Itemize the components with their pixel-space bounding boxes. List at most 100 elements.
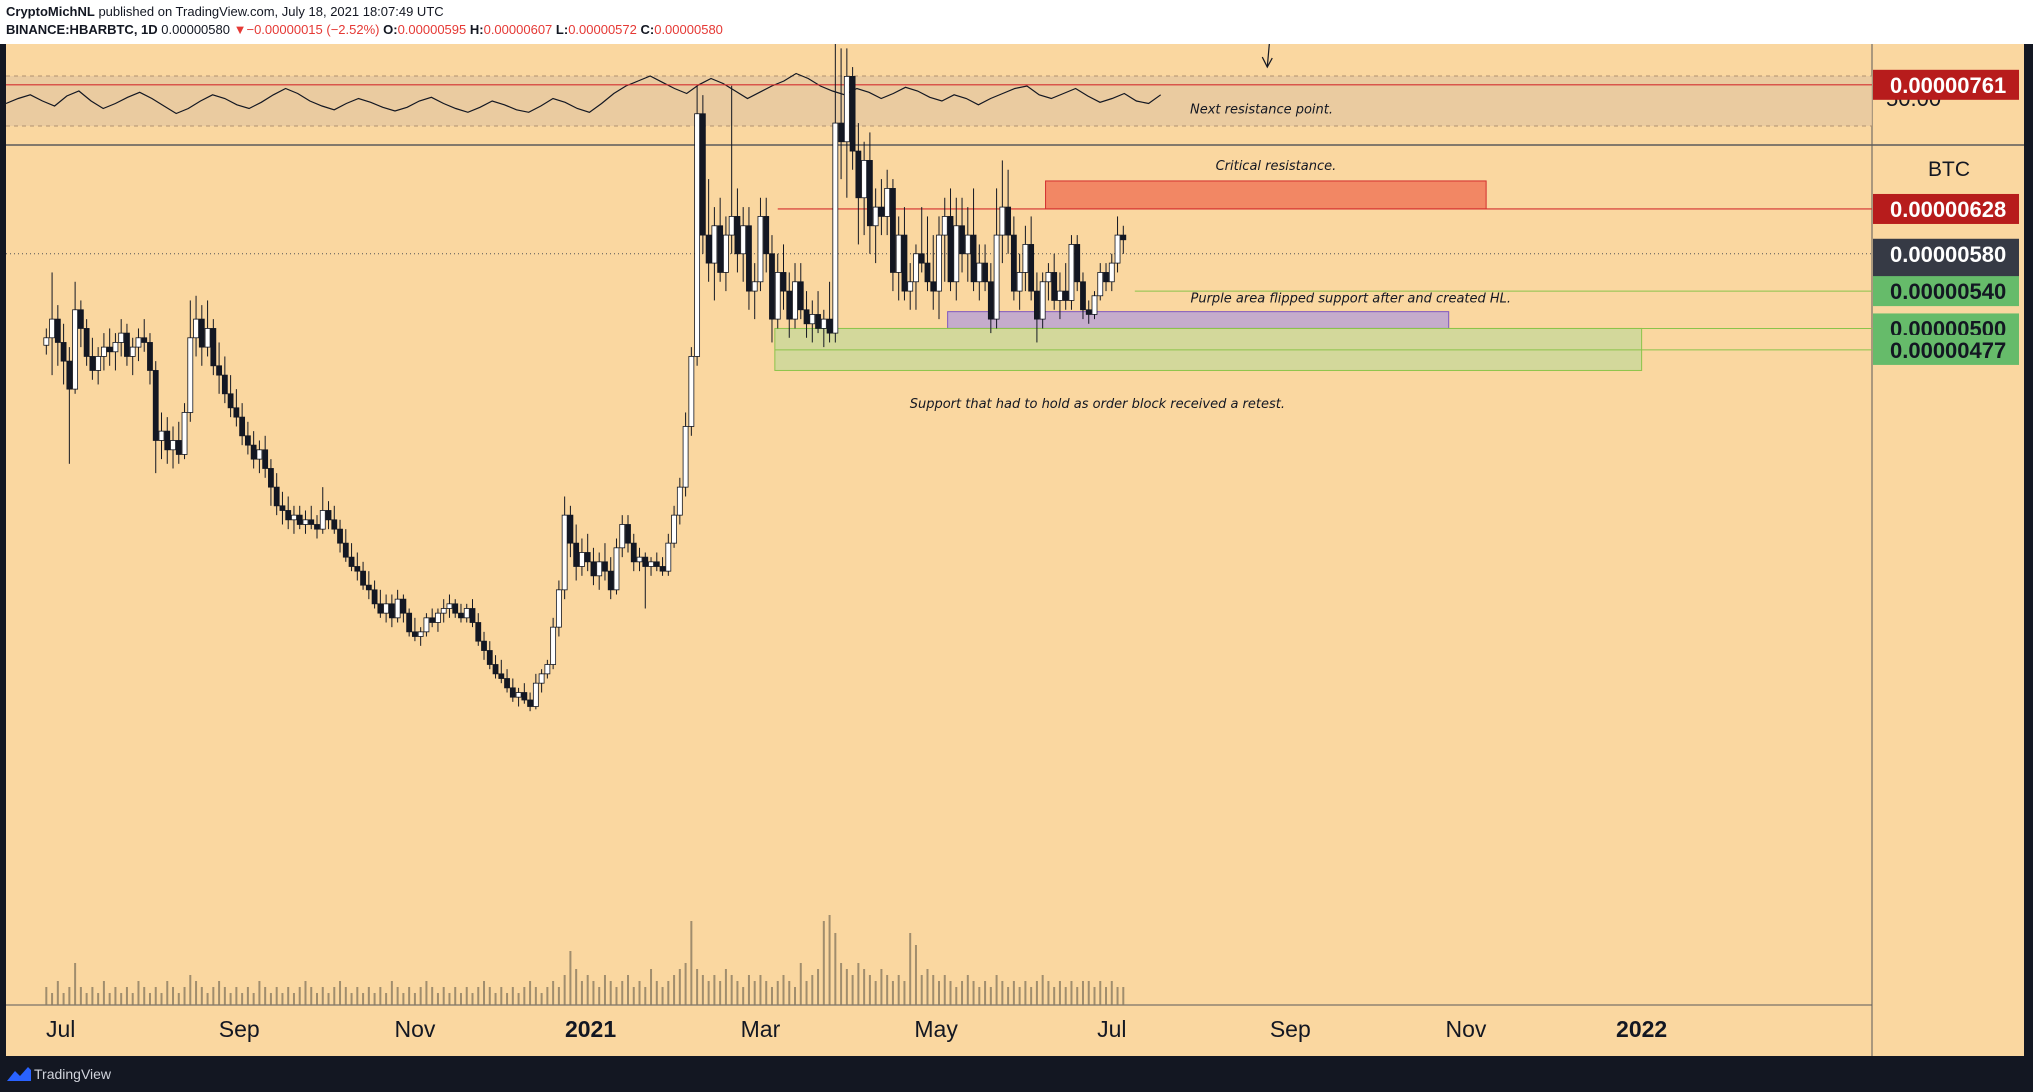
level-label: 0.00000761 <box>1890 73 2006 98</box>
candle-body <box>1022 244 1029 273</box>
candle-body <box>625 524 631 544</box>
volume-bar <box>413 993 416 1005</box>
volume-bar <box>1012 981 1015 1005</box>
candle-body <box>216 365 222 376</box>
volume-bar <box>1110 981 1113 1005</box>
volume-bar <box>891 981 894 1005</box>
author-name[interactable]: CryptoMichNL <box>6 4 95 19</box>
candle-body <box>711 225 718 264</box>
candle-body <box>256 449 263 460</box>
footer-bar: TradingView <box>0 1056 2033 1092</box>
candle-body <box>279 505 286 511</box>
candle-body <box>83 328 90 357</box>
volume-bar <box>845 969 848 1005</box>
volume-bar <box>678 969 681 1005</box>
volume-bar <box>477 987 480 1005</box>
candle-body <box>843 76 850 143</box>
volume-bar <box>1030 987 1033 1005</box>
candle-body <box>458 612 464 619</box>
candle-body <box>527 699 533 707</box>
volume-bar <box>1070 981 1073 1005</box>
candle-body <box>233 407 240 418</box>
volume-bar <box>1105 987 1108 1005</box>
chart-background <box>6 44 2024 1056</box>
candle-body <box>210 328 217 367</box>
candle-body <box>653 561 660 567</box>
volume-bar <box>425 981 428 1005</box>
volume-bar <box>730 975 733 1005</box>
volume-bar <box>753 981 756 1005</box>
low-label: L: <box>555 22 569 37</box>
candle-body <box>400 598 407 614</box>
candle-body <box>728 216 735 236</box>
annotation-arrow <box>1266 44 1270 68</box>
symbol-name[interactable]: BINANCE:HBARBTC, 1D <box>6 22 158 37</box>
candle-body <box>204 328 211 348</box>
chart-area[interactable]: 50.00Next resistance point.Critical resi… <box>6 44 2024 1056</box>
candle-body <box>953 225 960 283</box>
volume-bar <box>241 993 244 1005</box>
time-tick-label: Sep <box>219 1016 260 1042</box>
candle-body <box>1005 206 1012 236</box>
candle-body <box>1045 272 1052 283</box>
candle-body <box>181 412 188 455</box>
tradingview-brand[interactable]: TradingView <box>34 1066 112 1082</box>
volume-bar <box>471 993 474 1005</box>
volume-bar <box>598 987 601 1005</box>
volume-bar <box>143 987 146 1005</box>
chart-annotation: Critical resistance. <box>1216 159 1337 174</box>
volume-bar <box>68 987 71 1005</box>
volume-bar <box>880 969 883 1005</box>
candle-body <box>584 552 591 563</box>
volume-bar <box>569 951 572 1005</box>
candle-body <box>918 253 925 264</box>
volume-bar <box>373 993 376 1005</box>
arrow-head <box>1261 56 1273 69</box>
volume-bar <box>707 981 710 1005</box>
volume-bar <box>966 975 969 1005</box>
volume-bar <box>909 933 912 1005</box>
candle-body <box>118 332 125 343</box>
candle-body <box>913 253 919 283</box>
volume-bar <box>661 987 664 1005</box>
volume-bar <box>546 987 549 1005</box>
high-label: H: <box>469 22 484 37</box>
candle-body <box>325 510 332 521</box>
open-label: O: <box>383 22 398 37</box>
candle-body <box>613 547 620 591</box>
volume-bar <box>1064 987 1067 1005</box>
candle-body <box>861 160 868 199</box>
volume-bar <box>506 993 509 1005</box>
volume-bar <box>390 981 393 1005</box>
volume-bar <box>218 981 221 1005</box>
candle-body <box>665 542 672 572</box>
time-tick-label: Nov <box>1446 1016 1487 1042</box>
volume-bar <box>638 981 641 1005</box>
volume-bar <box>310 987 313 1005</box>
price-chart-svg[interactable]: 50.00Next resistance point.Critical resi… <box>6 44 2024 1056</box>
volume-bar <box>949 981 952 1005</box>
volume-bar <box>459 993 462 1005</box>
volume-bar <box>903 981 906 1005</box>
volume-bar <box>655 981 658 1005</box>
volume-bar <box>356 987 359 1005</box>
volume-bar <box>419 987 422 1005</box>
candle-body <box>348 556 355 567</box>
candle-body <box>54 318 61 343</box>
candle-body <box>469 608 476 623</box>
candle-body <box>158 430 165 441</box>
volume-bar <box>367 987 370 1005</box>
volume-bar <box>552 981 555 1005</box>
candle-body <box>924 262 931 283</box>
candle-body <box>809 314 816 325</box>
candle-body <box>227 393 234 409</box>
candle-body <box>740 225 747 255</box>
candle-body <box>1057 290 1063 301</box>
volume-bar <box>914 945 917 1005</box>
candle-body <box>890 188 896 273</box>
volume-bar <box>972 981 975 1005</box>
candle-body <box>590 561 597 577</box>
candle-body <box>964 234 971 255</box>
candle-body <box>175 440 182 455</box>
candle-body <box>371 589 378 605</box>
